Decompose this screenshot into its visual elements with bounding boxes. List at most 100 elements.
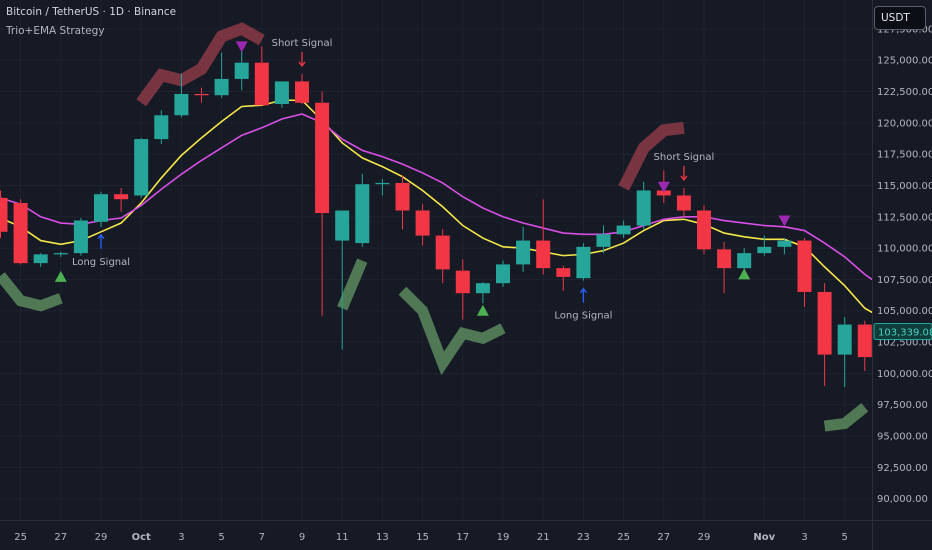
x-tick-label: 7 — [259, 532, 265, 543]
triangle-down-marker — [778, 215, 791, 227]
candle-body — [73, 220, 88, 254]
strategy-legend[interactable]: Trio+EMA Strategy — [6, 25, 105, 37]
y-tick-label: 110,000.00 — [877, 244, 932, 255]
candle-body — [475, 283, 490, 294]
candle-body — [857, 324, 872, 358]
candle-body — [214, 78, 229, 96]
candle-body — [596, 234, 611, 247]
x-tick-label: 23 — [577, 532, 590, 543]
candle-body — [355, 184, 370, 244]
x-tick-label: 29 — [95, 532, 108, 543]
x-tick-label: 17 — [456, 532, 469, 543]
candle-body — [395, 182, 410, 211]
candle-body — [13, 202, 28, 264]
y-tick-label: 102,500.00 — [877, 338, 932, 349]
short-signal: Short Signal — [272, 38, 332, 68]
plot-area: Short Signal Long Signal Long Signal Short … — [0, 22, 872, 432]
candle-body — [154, 115, 169, 140]
candle-body — [335, 210, 350, 241]
candle-body — [234, 62, 249, 79]
x-tick-label: 15 — [416, 532, 429, 543]
candle-body — [194, 93, 209, 96]
candle-body — [455, 270, 470, 294]
lower-band — [337, 258, 368, 311]
short-signal-arrow-head — [680, 175, 688, 182]
candle-body — [496, 264, 510, 284]
candle-body — [536, 240, 551, 269]
y-tick-label: 107,500.00 — [877, 275, 932, 286]
y-tick-label: 95,000.00 — [877, 432, 928, 443]
currency-button[interactable]: USDT — [874, 6, 926, 30]
candle-body — [254, 62, 269, 106]
triangle-up-marker — [476, 304, 489, 316]
candle-body — [656, 190, 671, 196]
candle-body — [777, 240, 792, 247]
candle-body — [837, 324, 852, 355]
lower-band — [823, 402, 869, 432]
candle-body — [0, 197, 8, 232]
y-tick-label: 90,000.00 — [877, 494, 928, 505]
candles — [0, 45, 872, 388]
candle-body — [757, 246, 772, 254]
candle-body — [676, 195, 691, 211]
last-price-label: 103,339.08 — [878, 328, 932, 339]
x-tick-label: 9 — [299, 532, 305, 543]
x-tick-label: 27 — [657, 532, 670, 543]
x-tick-label: 29 — [698, 532, 711, 543]
y-tick-label: 115,000.00 — [877, 181, 932, 192]
symbol-title: Bitcoin / TetherUS · 1D · Binance — [6, 6, 177, 18]
long-signal-label: Long Signal — [72, 257, 130, 268]
lower-band — [0, 272, 63, 312]
candle-body — [576, 246, 591, 279]
short-signal-arrow-head — [298, 61, 306, 68]
candle-body — [134, 139, 149, 196]
candle-body — [636, 190, 651, 226]
upper-band — [136, 22, 265, 107]
candle-body — [174, 93, 189, 116]
y-tick-label: 125,000.00 — [877, 56, 932, 67]
candle-body — [737, 253, 752, 269]
x-tick-label: 3 — [801, 532, 807, 543]
long-signal: Long Signal — [72, 233, 130, 268]
triangle-up-marker — [54, 270, 67, 282]
triangle-down-marker — [657, 181, 670, 193]
x-axis-labels: 25 27 29 Oct 3 5 7 9 11 13 15 17 19 21 23 25 27 29 Nov 3 5 — [14, 532, 848, 543]
candle-body — [375, 182, 390, 185]
ema-slow-line — [0, 113, 872, 281]
x-tick-label: 3 — [178, 532, 184, 543]
x-tick-label: 13 — [376, 532, 389, 543]
y-tick-label: 122,500.00 — [877, 87, 932, 98]
y-tick-label: 120,000.00 — [877, 118, 932, 129]
x-tick-label: 27 — [54, 532, 67, 543]
y-tick-label: 105,000.00 — [877, 306, 932, 317]
candle-body — [94, 194, 108, 222]
candle-body — [415, 210, 430, 236]
triangle-up-marker — [738, 268, 751, 280]
y-tick-label: 97,500.00 — [877, 400, 928, 411]
triangle-down-marker — [235, 41, 248, 53]
x-tick-label: 5 — [218, 532, 224, 543]
short-signal-label: Short Signal — [654, 152, 715, 163]
candle-body — [53, 253, 68, 255]
long-signal: Long Signal — [554, 287, 612, 322]
y-axis-labels: 90,000.00 92,500.00 95,000.00 97,500.00 100,… — [877, 24, 932, 505]
x-tick-label: Oct — [132, 532, 151, 543]
candle-body — [616, 225, 631, 235]
candle-body — [556, 268, 571, 277]
candle-body — [114, 194, 129, 200]
long-signal-arrow-head — [579, 287, 587, 294]
candle-body — [315, 102, 330, 214]
candle-body — [274, 81, 289, 104]
x-tick-label: 19 — [497, 532, 510, 543]
upper-band-2 — [618, 121, 685, 191]
lower-band — [398, 286, 506, 376]
long-signal-label: Long Signal — [554, 311, 612, 322]
x-tick-label: 25 — [617, 532, 630, 543]
y-tick-label: 117,500.00 — [877, 150, 932, 161]
last-price-box — [873, 323, 932, 341]
candle-body — [516, 240, 531, 265]
candle-body — [33, 254, 48, 264]
candle-body — [817, 291, 832, 355]
